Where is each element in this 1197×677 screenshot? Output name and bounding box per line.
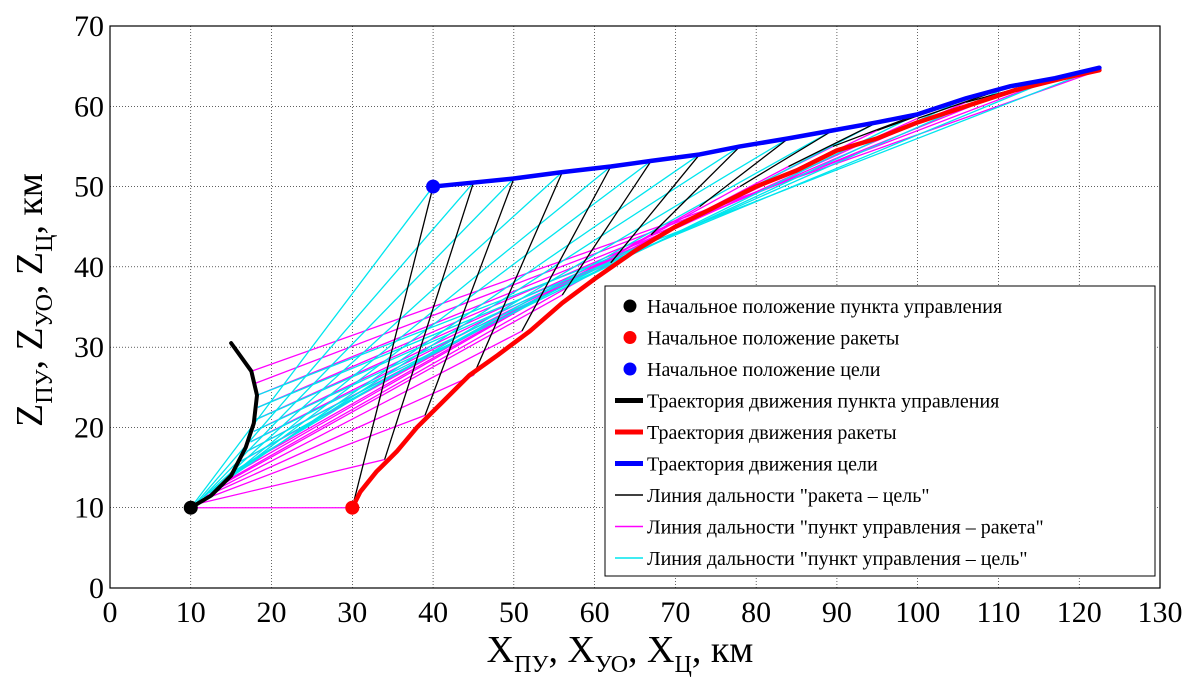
legend-label: Линия дальности "пункт управления – раке… [647, 517, 1044, 539]
legend-marker [623, 331, 637, 344]
range-line-cp-target [198, 178, 515, 502]
y-tick-label: 10 [74, 492, 104, 525]
range-line-cp-missile [209, 330, 523, 494]
x-tick-label: 100 [895, 596, 940, 629]
tick-labels: 0 10 20 30 40 50 60 70 80 90 100 110 120 130 0 10 20 30 40… [74, 10, 1183, 629]
range-line-cp-target [208, 165, 612, 494]
x-tick-label: 0 [103, 596, 118, 629]
range-line-missile-target [561, 160, 652, 296]
range-line-missile-target [788, 121, 878, 168]
legend-label: Начальное положение пункта управления [647, 296, 1002, 318]
range-line-cp-missile [198, 414, 426, 502]
x-tick-label: 10 [176, 596, 206, 629]
range-line-cp-target [253, 97, 967, 433]
x-tick-label: 60 [580, 596, 610, 629]
range-line-cp-missile [203, 374, 474, 498]
range-line-cp-target [214, 160, 652, 489]
legend-label: Начальное положение ракеты [647, 328, 899, 350]
control-point-trajectory [188, 341, 259, 510]
legend-label: Траектория движения цели [647, 454, 878, 476]
x-tick-label: 110 [977, 596, 1021, 629]
series-layer [183, 65, 1102, 515]
range-line-cp-missile [221, 262, 612, 485]
x-tick-label: 30 [337, 596, 367, 629]
range-line-cp-target [256, 67, 1100, 396]
y-tick-label: 40 [74, 251, 104, 284]
range-line-missile-target [472, 171, 563, 376]
range-line-cp-target [227, 145, 741, 478]
range-line-cp-target [190, 186, 434, 509]
missile-start-marker [345, 500, 360, 515]
legend: Начальное положение пункта управления Нач… [604, 285, 1156, 577]
target-start-marker [426, 179, 441, 194]
legend-marker [623, 299, 637, 313]
y-tick-label: 70 [74, 10, 104, 43]
control-point-start-marker [183, 500, 198, 515]
legend-label: Линия дальности "ракета – цель" [647, 485, 930, 507]
range-line-missile-target [650, 145, 741, 236]
range-line-missile-target [424, 178, 515, 416]
y-tick-label: 50 [74, 171, 104, 204]
x-tick-label: 40 [418, 596, 448, 629]
x-tick-label: 130 [1138, 596, 1183, 629]
range-line-missile-target [610, 154, 701, 264]
range-line-missile-target [351, 186, 434, 508]
x-tick-label: 90 [822, 596, 852, 629]
range-line-cp-target [257, 77, 1056, 408]
range-line-missile-target [383, 182, 475, 460]
range-line-missile-target [521, 166, 612, 332]
missile-trajectory [350, 67, 1102, 510]
range-line-missile-target [739, 129, 834, 188]
legend-box [604, 285, 1156, 577]
legend-label: Начальное положение цели [647, 359, 881, 381]
x-tick-label: 80 [741, 596, 771, 629]
plot-frame [109, 25, 1161, 589]
x-tick-label: 50 [499, 596, 529, 629]
legend-marker [623, 362, 637, 376]
legend-label: Траектория движения пункта управления [647, 391, 999, 413]
x-tick-label: 70 [660, 596, 690, 629]
legend-label: Траектория движения ракеты [647, 422, 897, 444]
range-line-cp-target [234, 137, 789, 472]
y-tick-label: 60 [74, 90, 104, 123]
range-line-cp-target [194, 182, 474, 505]
range-line-missile-target [832, 113, 918, 148]
x-axis-title: XПУ, XУО, XЦ, км [487, 629, 754, 677]
range-line-missile-target [699, 137, 789, 208]
x-tick-label: 120 [1057, 596, 1102, 629]
x-tick-label: 20 [257, 596, 287, 629]
legend-label: Линия дальности "пункт управления – цель… [647, 548, 1028, 570]
range-line-cp-missile [194, 458, 385, 506]
y-tick-label: 30 [74, 331, 104, 364]
target-trajectory [430, 65, 1102, 189]
y-axis-title: ZПУ, ZУО, ZЦ, км [9, 173, 58, 427]
y-tick-label: 20 [74, 411, 104, 444]
range-line-cp-target [250, 113, 918, 443]
range-line-cp-missile [214, 294, 563, 490]
range-line-cp-missile [251, 69, 1100, 372]
y-tick-label: 0 [89, 572, 104, 605]
